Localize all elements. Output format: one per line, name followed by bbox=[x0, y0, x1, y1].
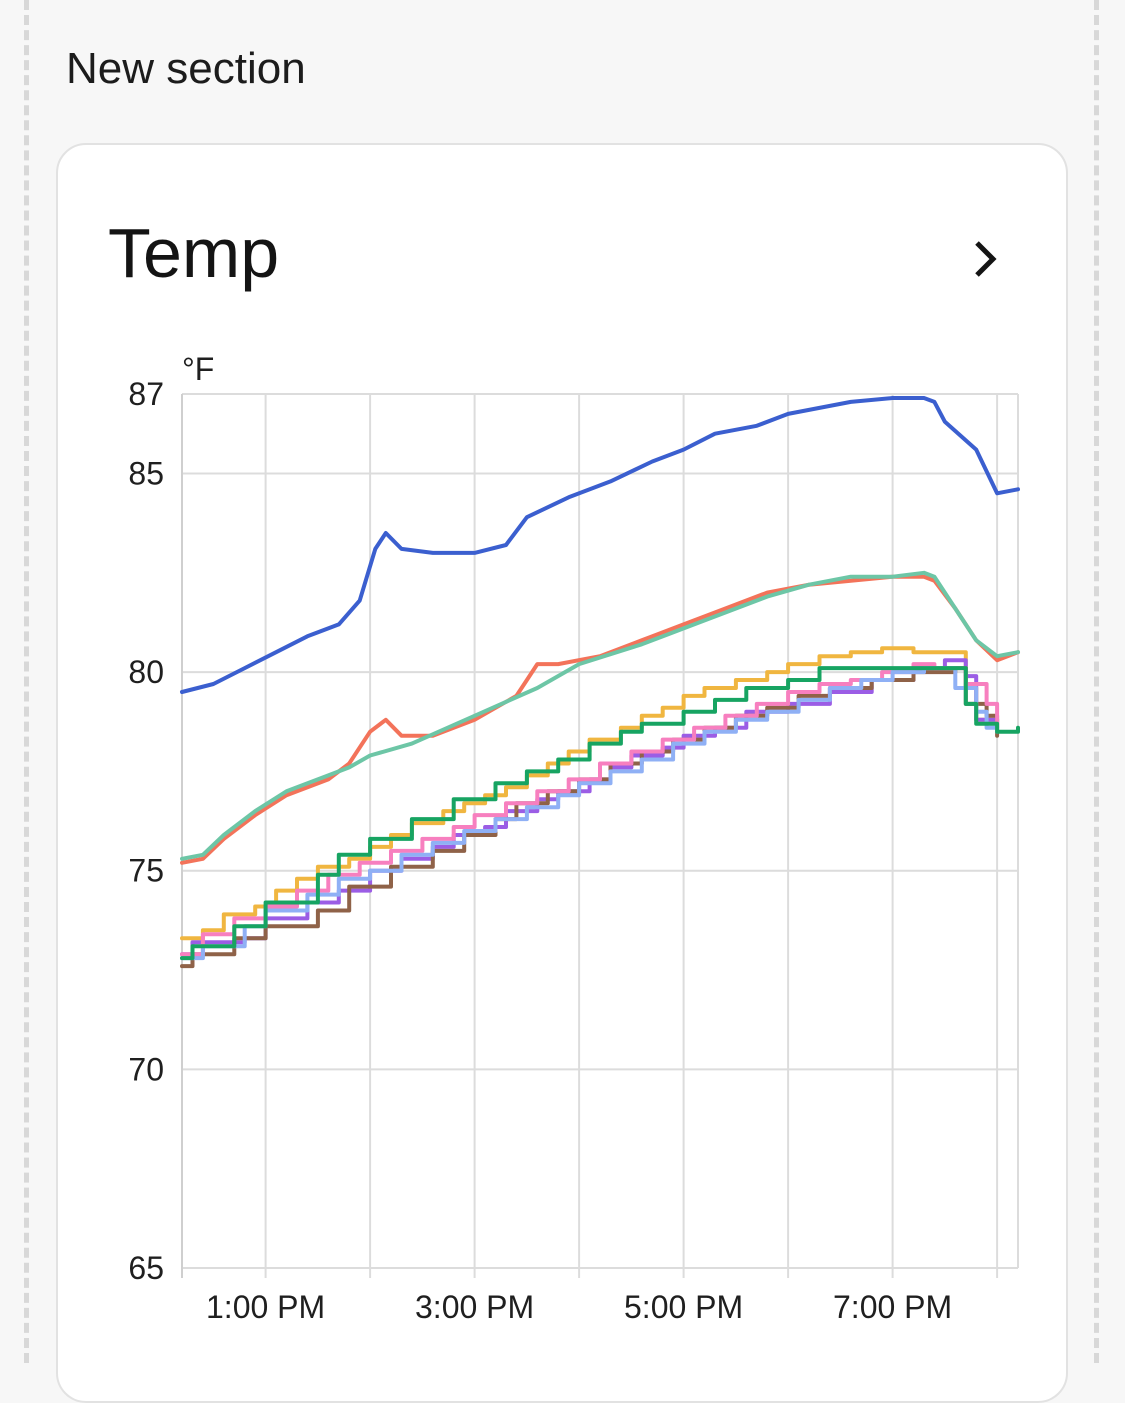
y-tick-label: 85 bbox=[128, 455, 164, 491]
series-line bbox=[180, 666, 1000, 969]
section-border-left bbox=[24, 0, 29, 1363]
y-tick-label: 70 bbox=[128, 1051, 164, 1087]
chevron-right-icon[interactable] bbox=[963, 237, 1007, 281]
y-tick-label: 80 bbox=[128, 654, 164, 690]
series-line bbox=[180, 574, 1020, 865]
section-title: New section bbox=[66, 44, 306, 93]
card-title: Temp bbox=[108, 214, 280, 292]
series-line bbox=[180, 666, 1020, 961]
series-line bbox=[180, 570, 1020, 861]
y-tick-label: 75 bbox=[128, 853, 164, 889]
series-line bbox=[180, 396, 1020, 694]
x-tick-label: 1:00 PM bbox=[206, 1289, 325, 1325]
y-tick-label: 87 bbox=[128, 376, 164, 412]
y-tick-label: 65 bbox=[128, 1250, 164, 1286]
x-tick-label: 3:00 PM bbox=[415, 1289, 534, 1325]
temp-history-card[interactable]: Temp bbox=[56, 143, 1068, 1403]
y-axis-unit-label: °F bbox=[182, 351, 214, 387]
series-line bbox=[180, 666, 1000, 961]
x-tick-label: 7:00 PM bbox=[833, 1289, 952, 1325]
temperature-chart[interactable]: 65 70 75 80 85 87 1:00 PM 3:00 PM 5:00 PM 7:00 PM… bbox=[0, 0, 1125, 1363]
section-border-right bbox=[1094, 0, 1099, 1363]
x-tick-label: 5:00 PM bbox=[624, 1289, 743, 1325]
